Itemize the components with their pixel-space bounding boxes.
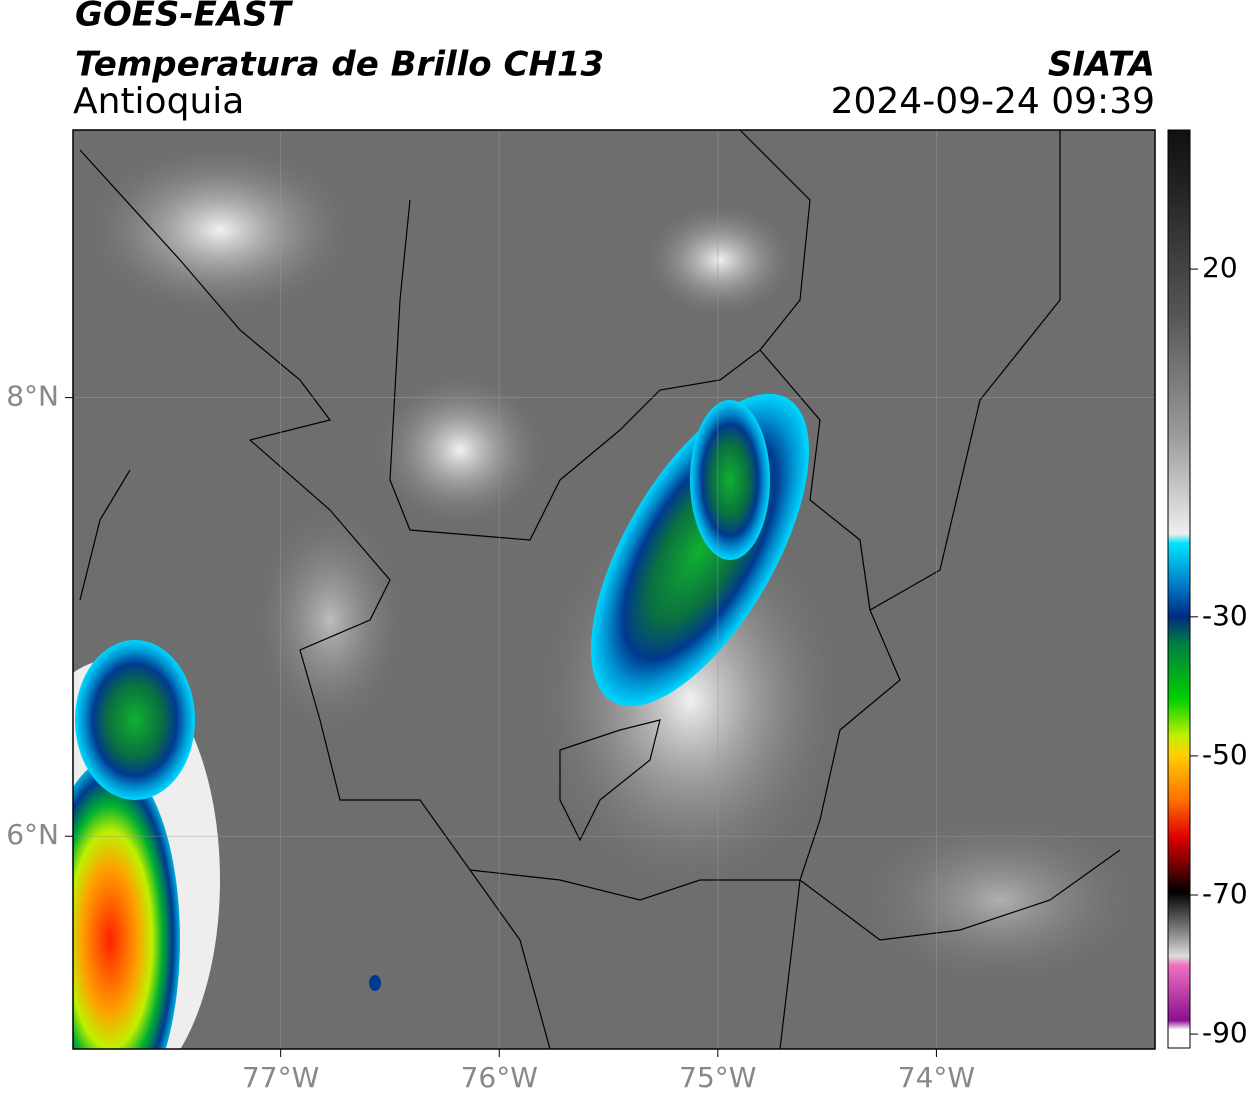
colorbar (1167, 129, 1191, 1049)
colorbar-tick-label: -30 (1202, 599, 1248, 632)
region: Antioquia (73, 81, 244, 122)
x-tick-label: 75°W (679, 1061, 756, 1094)
y-tick-label: 6°N (6, 818, 59, 851)
colorbar-tick-label: -90 (1202, 1016, 1248, 1049)
y-tick-label: 8°N (6, 380, 59, 413)
subtitle: Temperatura de Brillo CH13 (75, 45, 604, 85)
title: GOES-EAST (75, 0, 294, 35)
source: SIATA (1048, 45, 1155, 85)
x-tick-label: 77°W (242, 1061, 319, 1094)
datetime: 2024-09-24 09:39 (831, 81, 1155, 122)
map-frame (72, 129, 1156, 1050)
colorbar-tick-label: -70 (1202, 877, 1248, 910)
x-tick-label: 76°W (461, 1061, 538, 1094)
colorbar-tick-label: -50 (1202, 738, 1248, 771)
map-image (73, 130, 1155, 1049)
x-tick-label: 74°W (898, 1061, 975, 1094)
colorbar-tick-label: 20 (1202, 251, 1238, 284)
